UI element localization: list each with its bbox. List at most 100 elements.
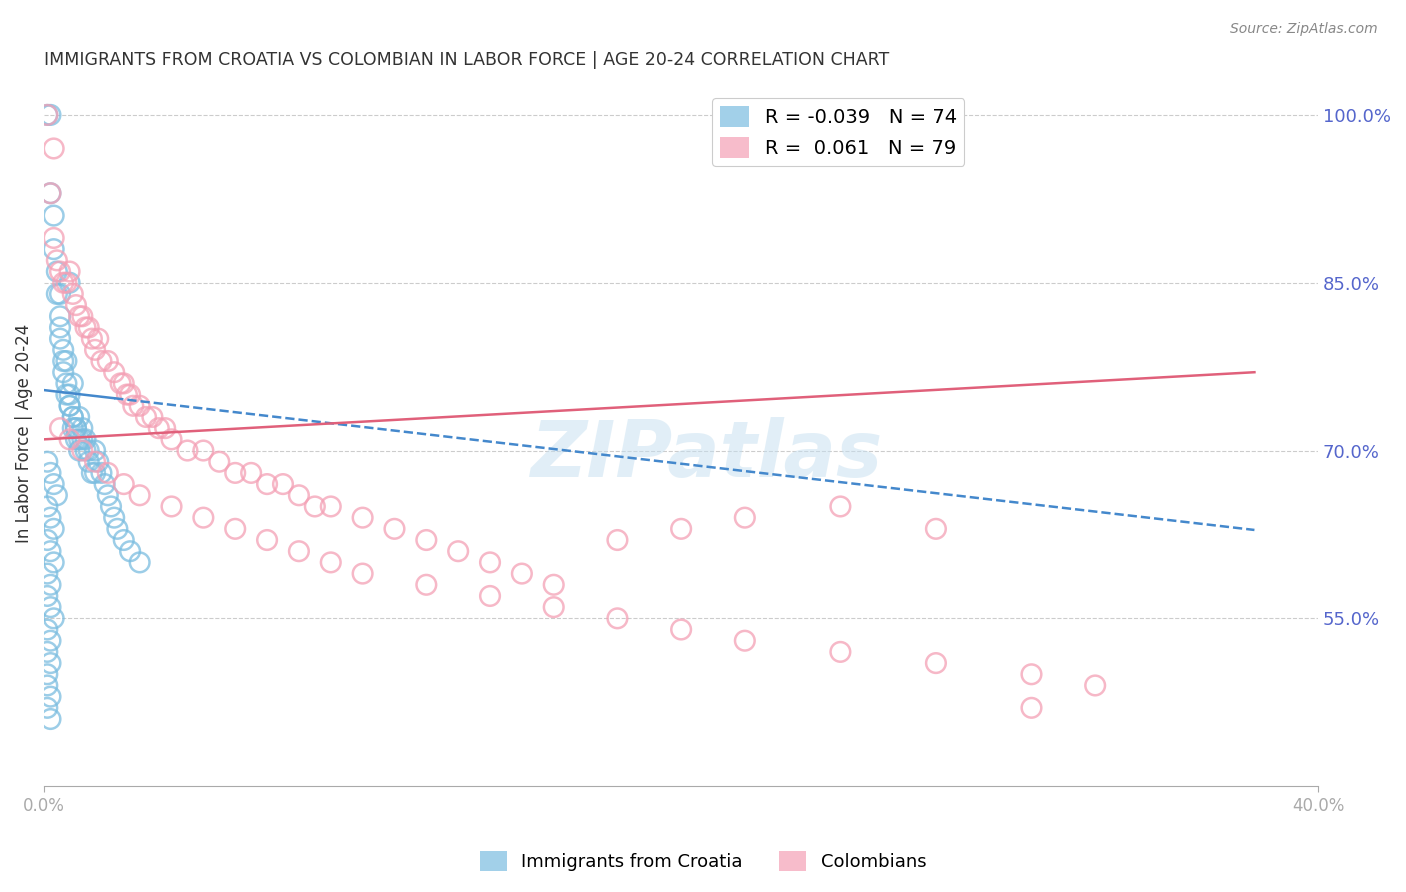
- Point: [37, 108, 59, 122]
- Point: [72, 433, 94, 447]
- Point: [65, 421, 87, 435]
- Point: [45, 253, 67, 268]
- Point: [75, 320, 97, 334]
- Text: Source: ZipAtlas.com: Source: ZipAtlas.com: [1230, 22, 1378, 37]
- Point: [384, 522, 406, 536]
- Point: [72, 421, 94, 435]
- Text: IMMIGRANTS FROM CROATIA VS COLOMBIAN IN LABOR FORCE | AGE 20-24 CORRELATION CHAR: IMMIGRANTS FROM CROATIA VS COLOMBIAN IN …: [44, 51, 890, 69]
- Point: [128, 555, 150, 569]
- Point: [52, 354, 75, 368]
- Point: [49, 332, 72, 346]
- Point: [37, 500, 59, 514]
- Point: [193, 443, 215, 458]
- Point: [39, 690, 62, 704]
- Point: [52, 343, 75, 357]
- Point: [37, 667, 59, 681]
- Legend: Immigrants from Croatia, Colombians: Immigrants from Croatia, Colombians: [472, 844, 934, 879]
- Text: ZIPatlas: ZIPatlas: [530, 417, 883, 493]
- Point: [319, 555, 342, 569]
- Point: [65, 421, 87, 435]
- Point: [224, 466, 246, 480]
- Point: [669, 623, 692, 637]
- Point: [734, 633, 756, 648]
- Point: [734, 510, 756, 524]
- Point: [90, 466, 112, 480]
- Point: [45, 488, 67, 502]
- Point: [84, 443, 107, 458]
- Point: [415, 578, 437, 592]
- Point: [510, 566, 533, 581]
- Point: [55, 354, 77, 368]
- Point: [135, 409, 157, 424]
- Point: [58, 433, 80, 447]
- Point: [122, 399, 145, 413]
- Point: [160, 433, 183, 447]
- Point: [479, 555, 502, 569]
- Point: [77, 443, 100, 458]
- Point: [256, 477, 278, 491]
- Point: [67, 310, 90, 324]
- Point: [148, 421, 170, 435]
- Point: [288, 544, 311, 558]
- Point: [37, 455, 59, 469]
- Point: [543, 578, 565, 592]
- Point: [128, 399, 150, 413]
- Point: [120, 387, 142, 401]
- Point: [39, 656, 62, 670]
- Point: [72, 310, 94, 324]
- Point: [42, 231, 65, 245]
- Point: [84, 466, 107, 480]
- Point: [543, 600, 565, 615]
- Point: [93, 477, 115, 491]
- Point: [37, 589, 59, 603]
- Point: [80, 332, 103, 346]
- Point: [62, 421, 84, 435]
- Point: [352, 510, 374, 524]
- Point: [42, 477, 65, 491]
- Point: [87, 332, 110, 346]
- Point: [77, 455, 100, 469]
- Point: [87, 455, 110, 469]
- Point: [42, 209, 65, 223]
- Point: [39, 186, 62, 201]
- Point: [97, 488, 120, 502]
- Point: [103, 365, 125, 379]
- Y-axis label: In Labor Force | Age 20-24: In Labor Force | Age 20-24: [15, 324, 32, 543]
- Point: [55, 376, 77, 391]
- Point: [49, 310, 72, 324]
- Point: [77, 320, 100, 334]
- Point: [62, 409, 84, 424]
- Point: [39, 510, 62, 524]
- Point: [55, 276, 77, 290]
- Point: [58, 276, 80, 290]
- Point: [128, 488, 150, 502]
- Point: [208, 455, 231, 469]
- Point: [1021, 667, 1043, 681]
- Point: [39, 466, 62, 480]
- Point: [37, 645, 59, 659]
- Point: [37, 108, 59, 122]
- Point: [65, 433, 87, 447]
- Point: [58, 264, 80, 278]
- Point: [39, 186, 62, 201]
- Point: [319, 500, 342, 514]
- Point: [304, 500, 326, 514]
- Point: [240, 466, 263, 480]
- Point: [39, 712, 62, 726]
- Point: [37, 678, 59, 692]
- Point: [830, 500, 852, 514]
- Point: [42, 141, 65, 155]
- Point: [606, 533, 628, 547]
- Point: [925, 656, 948, 670]
- Point: [58, 399, 80, 413]
- Point: [49, 286, 72, 301]
- Point: [288, 488, 311, 502]
- Point: [606, 611, 628, 625]
- Point: [75, 443, 97, 458]
- Point: [39, 544, 62, 558]
- Point: [67, 433, 90, 447]
- Point: [62, 286, 84, 301]
- Point: [90, 354, 112, 368]
- Point: [52, 276, 75, 290]
- Point: [112, 376, 135, 391]
